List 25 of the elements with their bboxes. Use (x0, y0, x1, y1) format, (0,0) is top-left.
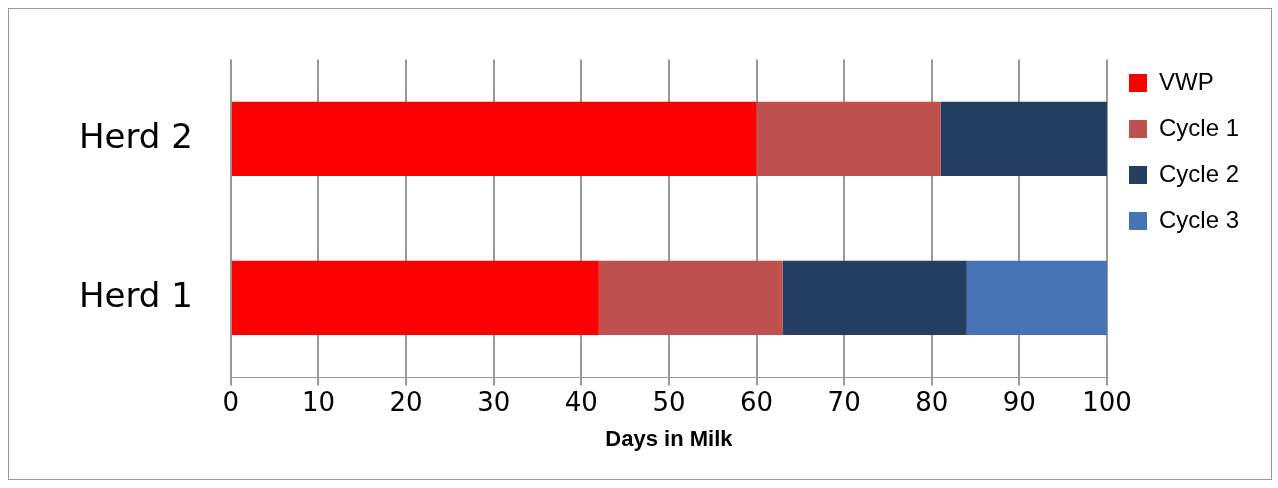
x-tick-label: 100 (1082, 386, 1132, 417)
bar (231, 260, 599, 336)
x-tick-label: 90 (1002, 386, 1036, 417)
x-tick-label: 30 (477, 386, 511, 417)
legend-label: VWP (1158, 67, 1214, 95)
x-tick-label: 50 (652, 386, 686, 417)
x-tick-label: 0 (222, 386, 240, 417)
x-tick-label: 60 (739, 386, 774, 417)
bar (756, 101, 941, 177)
y-tick-label: Herd 2 (79, 115, 193, 156)
bar (231, 101, 757, 177)
x-tick-label: 10 (301, 386, 336, 417)
bar (782, 260, 967, 336)
x-tick-label: 70 (827, 386, 861, 417)
legend-label: Cycle 3 (1158, 205, 1239, 233)
bar (966, 260, 1107, 336)
y-tick-label: Herd 1 (79, 274, 193, 315)
bar (940, 101, 1107, 177)
bar (598, 260, 783, 336)
x-tick-label: 20 (389, 386, 423, 417)
legend-label: Cycle 1 (1158, 113, 1239, 141)
legend-label: Cycle 2 (1158, 159, 1239, 187)
x-axis-title: Days in Milk (605, 425, 734, 451)
x-tick-label: 40 (564, 386, 598, 417)
x-tick-label: 80 (915, 386, 949, 417)
